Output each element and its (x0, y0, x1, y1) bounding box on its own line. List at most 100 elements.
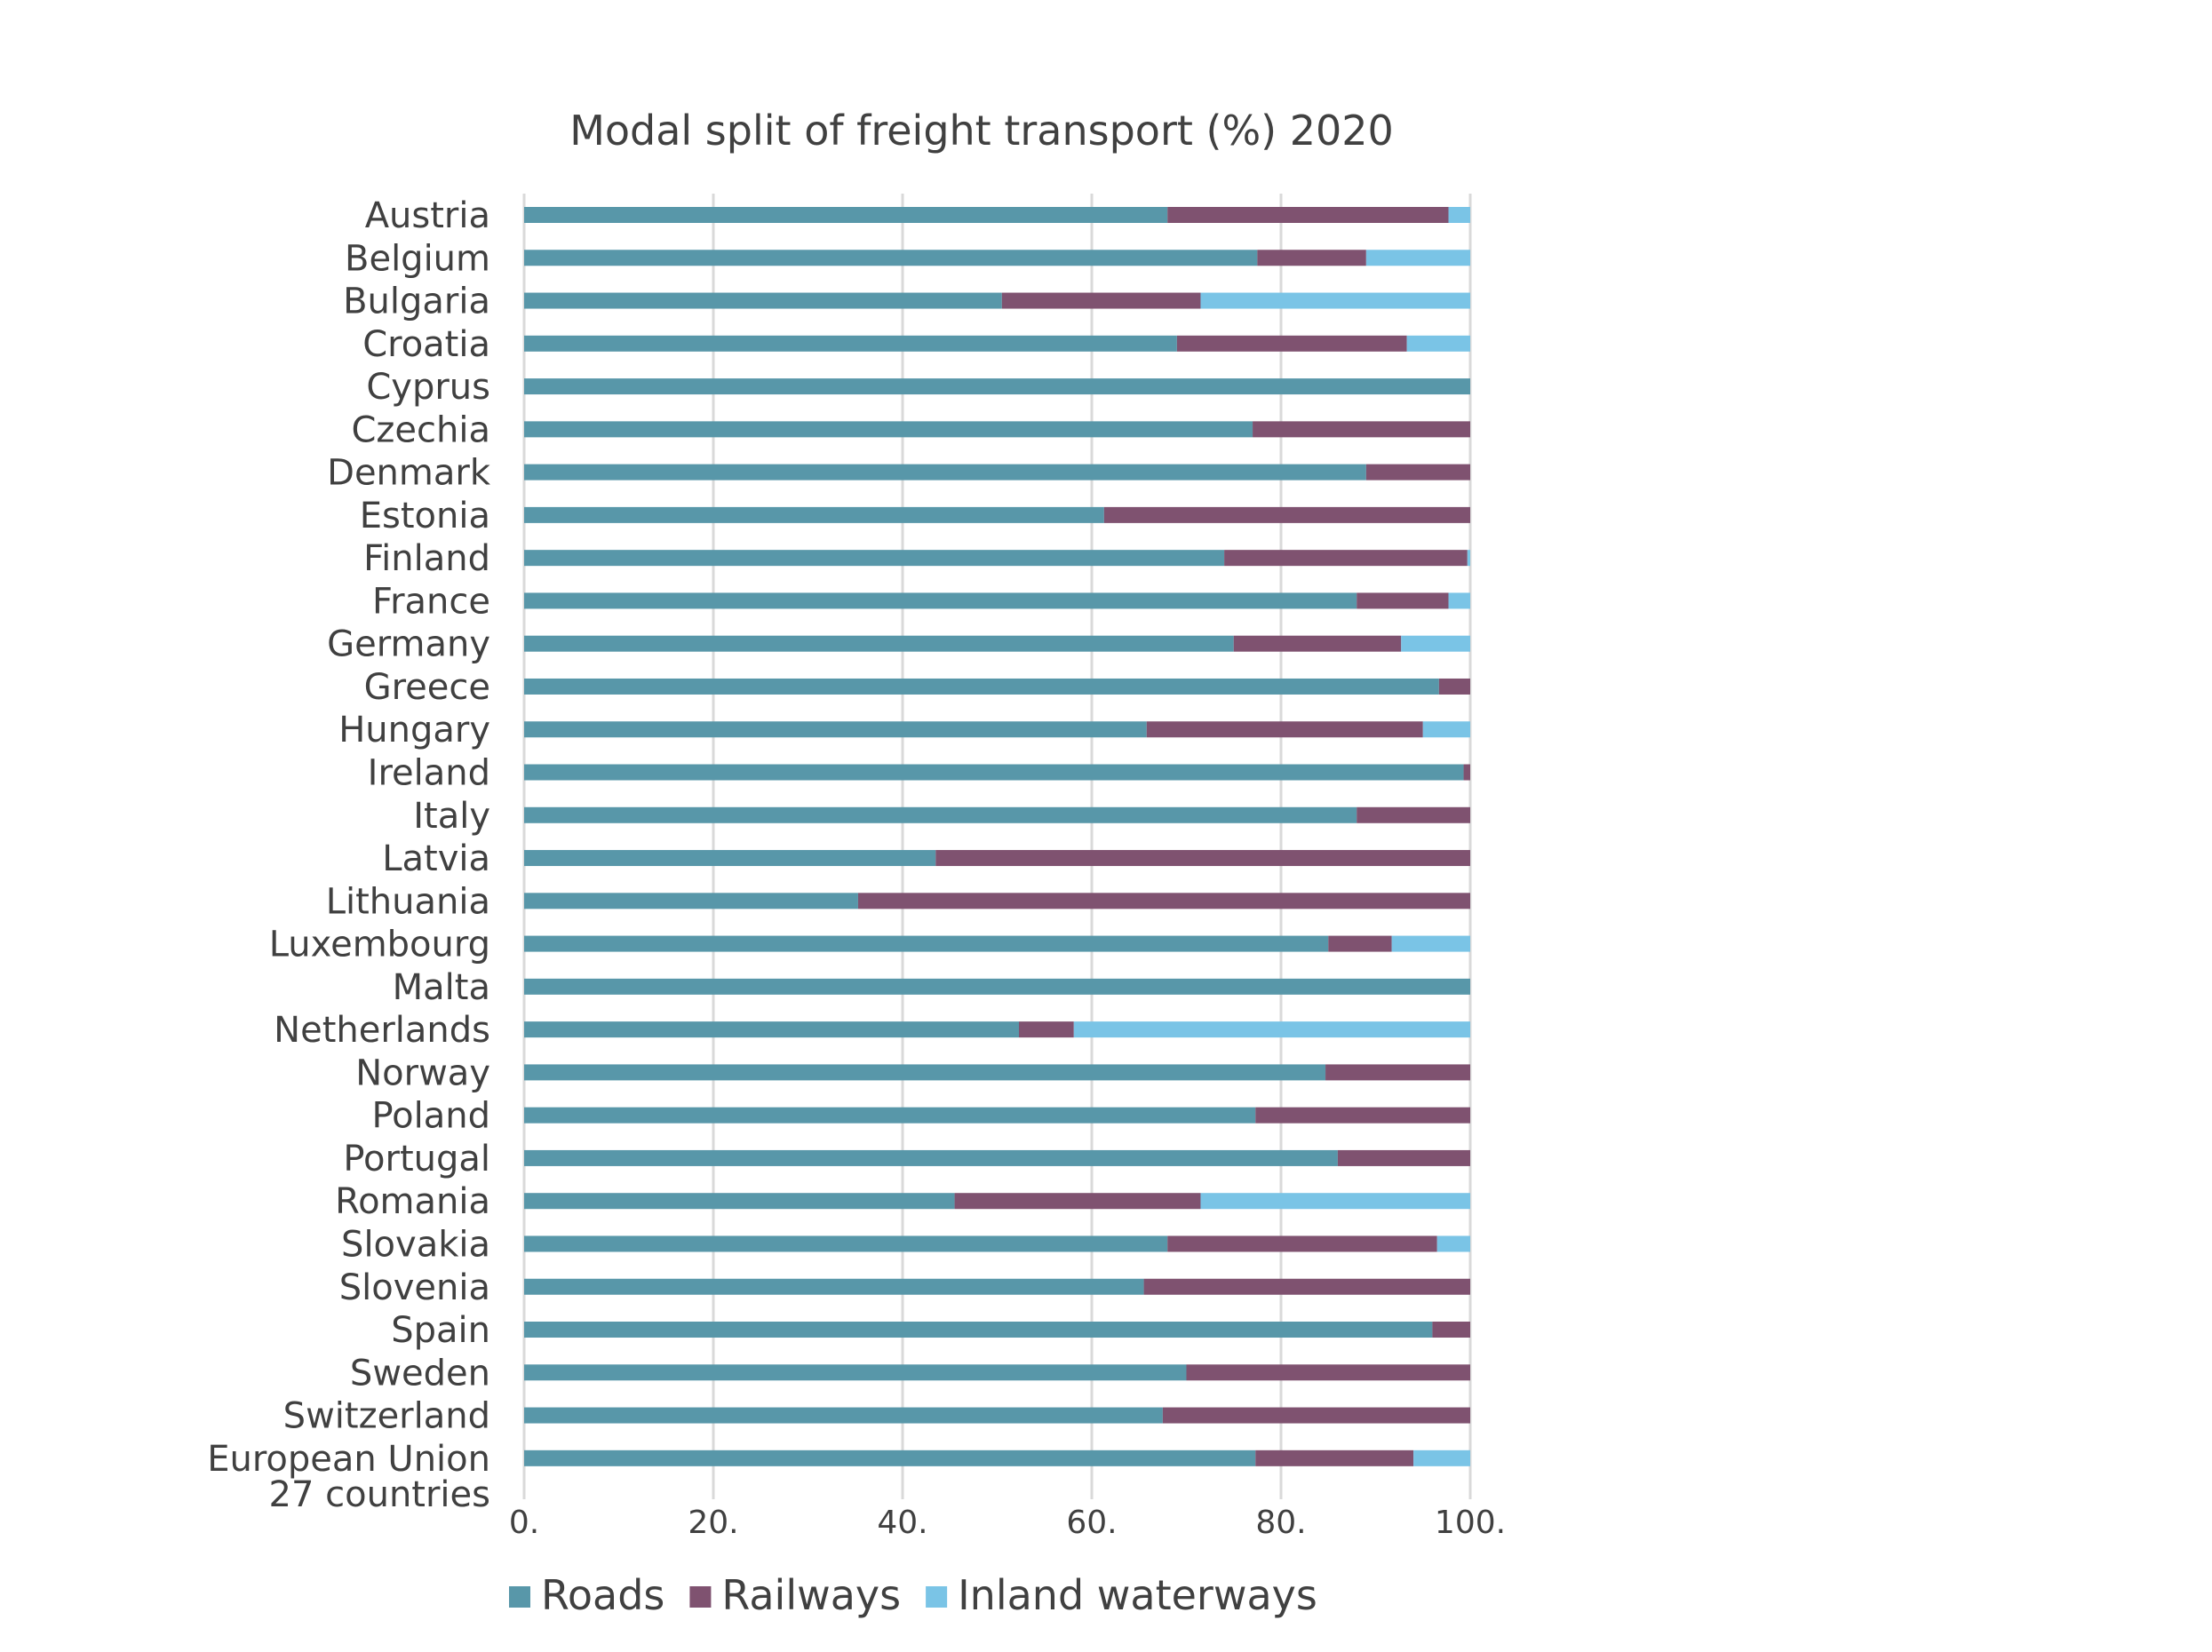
bar-railways-9 (1357, 592, 1449, 609)
bar-roads-12 (524, 721, 1147, 738)
category-label: Italy (413, 796, 490, 837)
bar-roads-2 (524, 292, 1002, 309)
legend-label: Inland waterways (958, 1571, 1317, 1619)
bar-railways-14 (1357, 806, 1470, 823)
bar-roads-18 (524, 978, 1470, 995)
bar-roads-21 (524, 1107, 1256, 1124)
category-label: Lithuania (326, 881, 490, 922)
bar-roads-19 (524, 1021, 1019, 1038)
chart-title: Modal split of freight transport (%) 202… (569, 107, 1394, 155)
bar-railways-15 (935, 850, 1470, 867)
bar-roads-23 (524, 1193, 955, 1210)
bar-roads-25 (524, 1278, 1144, 1295)
bar-roads-17 (524, 935, 1329, 952)
legend-swatch-roads (509, 1586, 530, 1608)
bar-railways-2 (1001, 292, 1201, 309)
bar-railways-28 (1162, 1407, 1470, 1424)
bar-roads-4 (524, 378, 1470, 395)
bar-inland-waterways-19 (1073, 1021, 1470, 1038)
category-label: European Union (207, 1439, 490, 1480)
category-label: Sweden (350, 1353, 490, 1394)
bar-inland-waterways-3 (1406, 335, 1470, 352)
bar-railways-5 (1253, 421, 1470, 438)
bar-roads-6 (524, 464, 1366, 481)
bar-roads-13 (524, 764, 1464, 781)
bar-railways-6 (1365, 464, 1470, 481)
bar-railways-11 (1438, 678, 1470, 695)
bar-inland-waterways-17 (1391, 935, 1470, 952)
category-label: Slovenia (339, 1267, 490, 1308)
category-label: Cyprus (366, 367, 490, 408)
bar-inland-waterways-10 (1401, 635, 1470, 652)
category-label: 27 countries (269, 1474, 490, 1515)
bar-roads-29 (524, 1449, 1256, 1466)
bar-roads-15 (524, 850, 936, 867)
category-label: Slovakia (341, 1224, 490, 1265)
bars (524, 207, 1470, 1466)
bar-roads-14 (524, 806, 1357, 823)
bar-railways-21 (1255, 1107, 1470, 1124)
category-label: Finland (363, 538, 490, 579)
bar-railways-13 (1463, 764, 1470, 781)
bar-railways-25 (1143, 1278, 1470, 1295)
category-label: Poland (371, 1096, 490, 1137)
bar-roads-27 (524, 1364, 1187, 1381)
bar-roads-8 (524, 550, 1225, 567)
category-label: Czechia (351, 409, 490, 450)
x-axis-tick-labels: 0. 20. 40. 60. 80. 100. (509, 1505, 1506, 1541)
category-label: Germany (327, 624, 490, 665)
bar-inland-waterways-8 (1467, 550, 1470, 567)
category-label: Netherlands (274, 1010, 490, 1051)
category-label: Bulgaria (343, 282, 490, 322)
x-tick-label: 20. (688, 1505, 738, 1541)
bar-railways-19 (1018, 1021, 1074, 1038)
bar-roads-0 (524, 207, 1168, 223)
bar-inland-waterways-2 (1200, 292, 1470, 309)
bar-railways-7 (1103, 506, 1470, 523)
category-label: Hungary (338, 710, 490, 751)
bar-railways-1 (1257, 250, 1366, 266)
category-label: Greece (364, 667, 490, 708)
legend-label: Roads (541, 1571, 664, 1619)
bar-roads-7 (524, 506, 1104, 523)
bar-railways-24 (1167, 1235, 1437, 1252)
category-label: Belgium (345, 238, 490, 279)
x-tick-label: 40. (877, 1505, 927, 1541)
category-label: Malta (393, 967, 490, 1008)
bar-railways-20 (1325, 1064, 1470, 1081)
bar-inland-waterways-12 (1422, 721, 1470, 738)
bar-inland-waterways-9 (1448, 592, 1470, 609)
category-label: Norway (355, 1052, 490, 1093)
x-tick-label: 60. (1066, 1505, 1117, 1541)
bar-inland-waterways-0 (1448, 207, 1470, 223)
bar-roads-20 (524, 1064, 1326, 1081)
bar-inland-waterways-24 (1436, 1235, 1470, 1252)
category-labels: AustriaBelgiumBulgariaCroatiaCyprusCzech… (207, 195, 491, 1515)
bar-roads-5 (524, 421, 1253, 438)
bar-inland-waterways-1 (1365, 250, 1470, 266)
legend-swatch-railways (689, 1586, 712, 1608)
category-label: Ireland (368, 753, 490, 794)
bar-railways-27 (1186, 1364, 1470, 1381)
bar-railways-16 (857, 893, 1470, 909)
legend: Roads Railways Inland waterways (509, 1571, 1317, 1619)
x-tick-label: 0. (509, 1505, 539, 1541)
bar-roads-26 (524, 1322, 1433, 1338)
bar-roads-10 (524, 635, 1234, 652)
bar-inland-waterways-29 (1413, 1449, 1470, 1466)
bar-railways-10 (1233, 635, 1402, 652)
category-label: Austria (365, 195, 490, 236)
category-label: Luxembourg (269, 925, 490, 965)
bar-roads-22 (524, 1149, 1338, 1166)
bar-roads-28 (524, 1407, 1163, 1424)
bar-roads-9 (524, 592, 1357, 609)
bar-railways-3 (1176, 335, 1407, 352)
bar-railways-22 (1337, 1149, 1470, 1166)
bar-roads-11 (524, 678, 1439, 695)
bar-railways-23 (954, 1193, 1201, 1210)
legend-label: Railways (721, 1571, 901, 1619)
bar-railways-12 (1146, 721, 1423, 738)
x-tick-label: 100. (1435, 1505, 1506, 1541)
category-label: Latvia (382, 838, 490, 879)
